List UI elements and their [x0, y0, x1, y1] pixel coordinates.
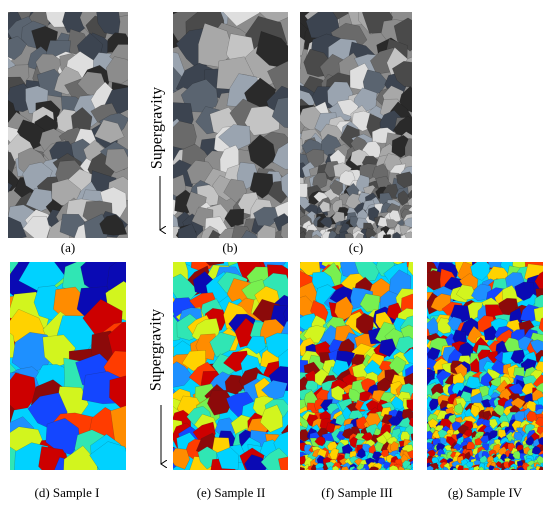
panel-label: (f) Sample III: [321, 485, 392, 500]
panel-label: (a): [61, 240, 75, 255]
direction-label: Supergravity: [148, 309, 165, 391]
panels: [8, 12, 543, 470]
micrograph: [8, 12, 128, 238]
panel-label: (c): [349, 240, 363, 255]
micrograph: [173, 12, 288, 238]
panel-label: (g) Sample IV: [448, 485, 523, 500]
micrograph: [300, 262, 413, 470]
micrograph: [173, 262, 288, 470]
micrograph: [10, 262, 126, 470]
panel-label: (e) Sample II: [197, 485, 266, 500]
micrograph: [427, 262, 543, 470]
panel-label: (b): [222, 240, 237, 255]
direction-label: Supergravity: [149, 87, 166, 169]
panel-label: (d) Sample I: [35, 485, 100, 500]
micrograph: [300, 12, 412, 238]
